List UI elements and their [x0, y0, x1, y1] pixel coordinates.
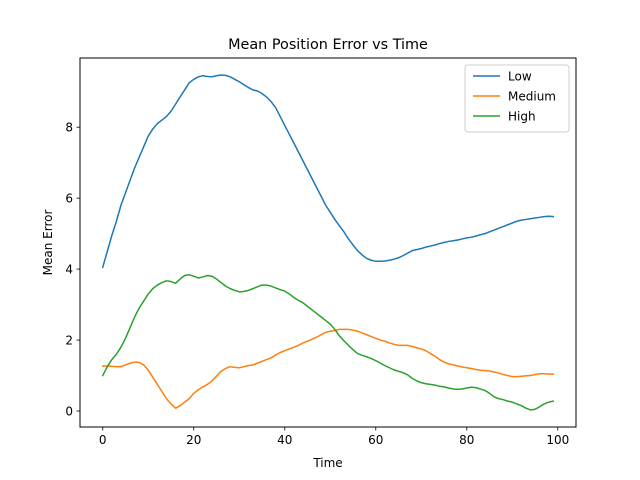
x-tick-label: 100	[546, 433, 569, 447]
series-line-medium	[102, 328, 554, 409]
y-tick-label: 2	[65, 334, 73, 348]
y-axis: 0 2 4 6 8	[65, 121, 80, 419]
y-tick-label: 6	[65, 192, 73, 206]
x-axis-label: Time	[312, 456, 342, 470]
x-tick-label: 20	[186, 433, 201, 447]
series-line-low	[101, 74, 555, 269]
y-tick-label: 0	[65, 405, 73, 419]
chart-title: Mean Position Error vs Time	[228, 37, 428, 53]
legend-label-high: High	[508, 110, 536, 124]
y-tick-label: 8	[65, 121, 73, 135]
x-tick-label: 40	[277, 433, 292, 447]
legend-label-low: Low	[508, 70, 532, 84]
y-tick-label: 4	[65, 263, 73, 277]
x-tick-label: 60	[368, 433, 383, 447]
x-axis: 0 20 40 60 80 100	[99, 427, 569, 447]
y-axis-label: Mean Error	[41, 210, 55, 276]
x-tick-label: 0	[99, 433, 107, 447]
legend-label-medium: Medium	[508, 90, 556, 104]
x-tick-label: 80	[459, 433, 474, 447]
legend: Low Medium High	[464, 64, 570, 133]
series-lines	[101, 74, 555, 411]
series-line-high	[101, 274, 555, 411]
